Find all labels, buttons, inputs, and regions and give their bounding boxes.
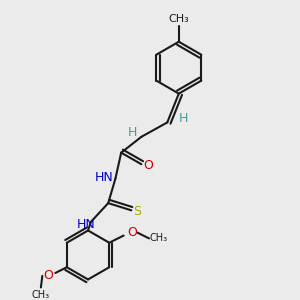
- Text: CH₃: CH₃: [168, 14, 189, 24]
- Text: O: O: [128, 226, 137, 239]
- Text: O: O: [143, 159, 153, 172]
- Text: H: H: [178, 112, 188, 124]
- Text: H: H: [128, 126, 137, 139]
- Text: HN: HN: [77, 218, 96, 231]
- Text: CH₃: CH₃: [149, 233, 167, 243]
- Text: S: S: [134, 205, 142, 218]
- Text: O: O: [43, 269, 53, 282]
- Text: HN: HN: [95, 171, 114, 184]
- Text: CH₃: CH₃: [32, 290, 50, 300]
